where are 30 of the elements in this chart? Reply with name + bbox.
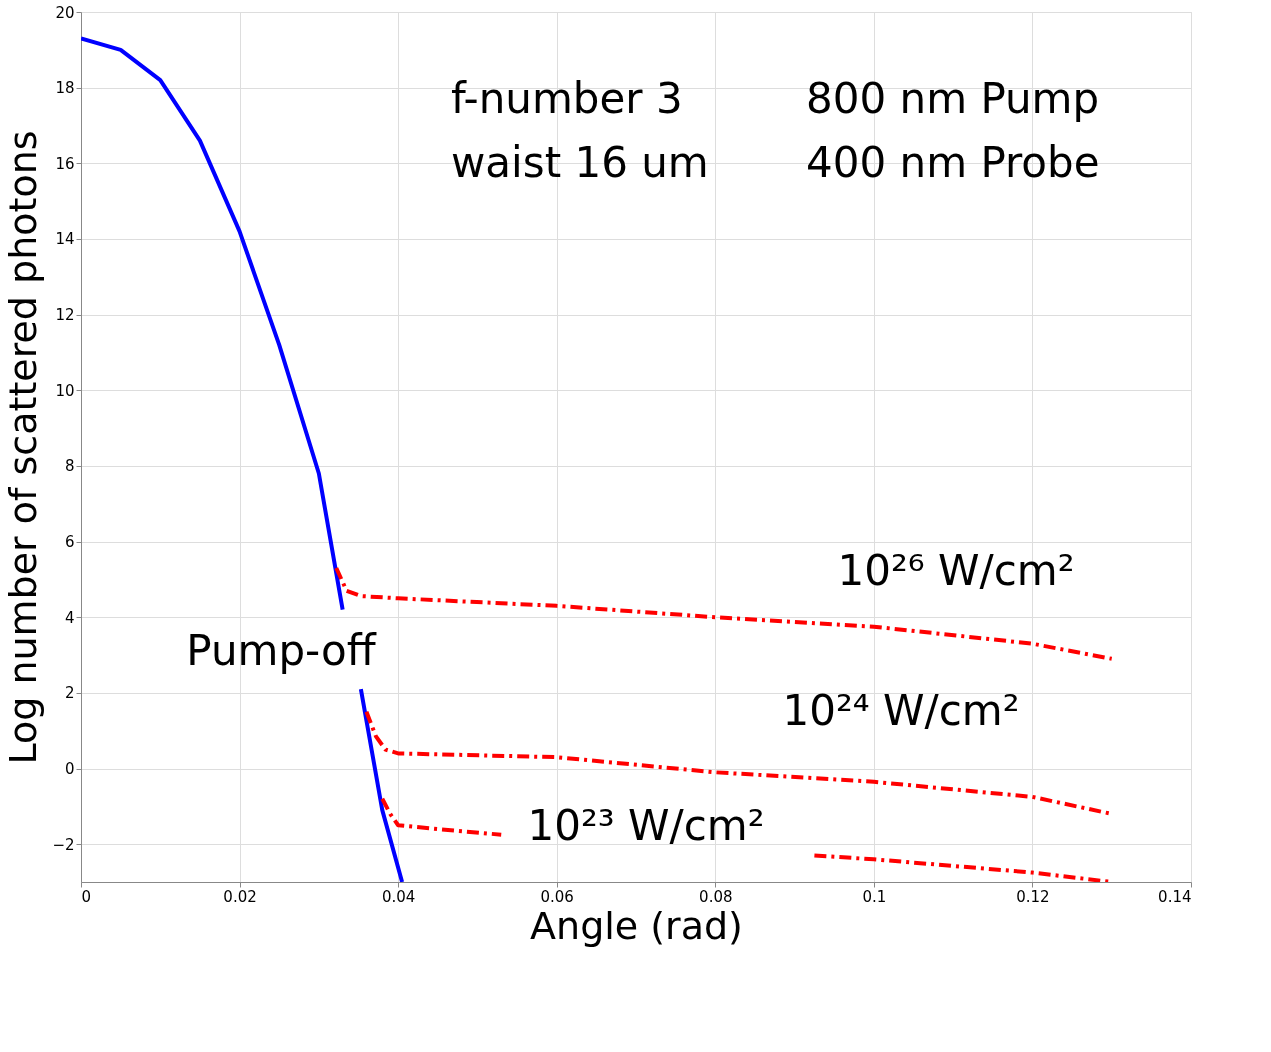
y-axis-title: Log number of scattered photons (1, 130, 46, 765)
y-tick-label: 16 (55, 154, 75, 173)
y-tick-label: 0 (64, 760, 75, 779)
x-tick-label: 0 (81, 887, 92, 906)
annotation: 10²³ W/cm² (527, 801, 765, 850)
x-axis-title: Angle (rad) (530, 903, 743, 948)
y-tick-label: 6 (64, 533, 75, 552)
y-tick-label: 18 (55, 79, 75, 98)
x-tick-label: 0.14 (1158, 887, 1192, 906)
x-tick-label: 0.08 (699, 887, 733, 906)
y-tick-label: 4 (64, 608, 75, 627)
annotation: 10²⁶ W/cm² (837, 546, 1075, 595)
y-tick-label: 8 (64, 457, 75, 476)
annotation: f-number 3 (451, 74, 683, 123)
x-tick-label: 0.02 (223, 887, 257, 906)
y-tick-label: 10 (55, 381, 75, 400)
y-tick-label: 20 (55, 3, 75, 22)
annotation: 10²⁴ W/cm² (782, 686, 1020, 735)
annotation: 800 nm Pump (806, 74, 1100, 123)
y-tick-label: 12 (55, 306, 75, 325)
y-tick-label: −2 (52, 835, 75, 854)
x-tick-label: 0.04 (381, 887, 416, 906)
y-tick-label: 2 (64, 684, 75, 703)
annotation: 400 nm Probe (806, 138, 1100, 187)
x-tick-label: 0.12 (1016, 887, 1050, 906)
x-tick-label: 0.06 (540, 887, 574, 906)
annotation: Pump-off (186, 626, 377, 675)
x-tick-label: 0.1 (862, 887, 887, 906)
annotation: waist 16 um (451, 138, 709, 187)
y-tick-label: 14 (55, 230, 75, 249)
